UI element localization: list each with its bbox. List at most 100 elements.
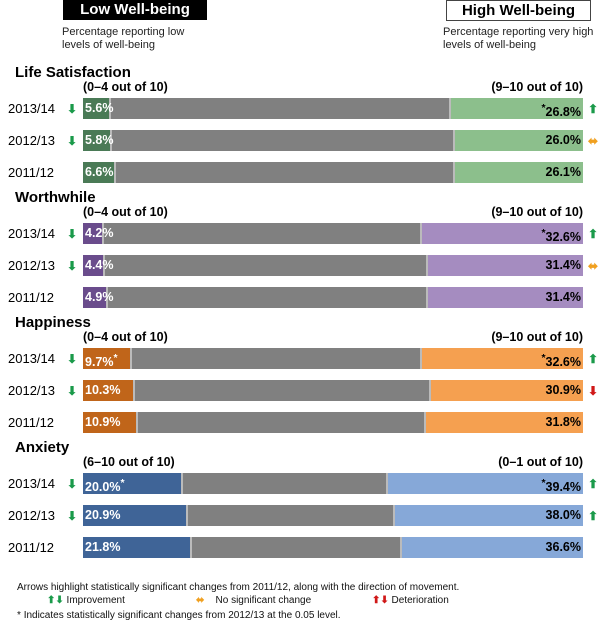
improve-down-arrow-icon: ⬇ [67, 102, 78, 116]
significance-star: * [541, 103, 546, 114]
high-value-label: 36.6% [545, 540, 581, 554]
low-segment: 20.0%* [83, 473, 183, 494]
year-label: 2013/14 [8, 476, 55, 491]
legend-no-change: ⬌ No significant change [196, 595, 311, 606]
star-symbol: * [17, 610, 21, 621]
low-value-label: 5.6% [85, 101, 114, 115]
high-value-label: 31.4% [545, 258, 581, 272]
low-segment: 4.2% [83, 223, 114, 244]
low-segment: 4.9% [83, 287, 114, 308]
high-description: Percentage reporting very high levels of… [443, 26, 594, 51]
year-label: 2011/12 [8, 540, 55, 555]
high-value-label: 31.8% [545, 415, 581, 429]
low-segment: 10.9% [83, 412, 138, 433]
bar-row: 20.9% 38.0% [83, 505, 583, 526]
low-range-label: (0–4 out of 10) [83, 330, 168, 344]
high-segment: 36.6% [400, 537, 583, 558]
high-segment: 30.9% [428, 380, 583, 401]
footnote-arrows: Arrows highlight statistically significa… [17, 582, 460, 593]
no-change-arrow-icon: ⬌ [588, 134, 599, 148]
improve-down-arrow-icon: ⬇ [67, 227, 78, 241]
low-value-label: 5.8% [85, 133, 114, 147]
high-range-label: (9–10 out of 10) [491, 205, 583, 219]
section-title: Worthwhile [15, 189, 96, 206]
high-value-label: 39.4% [545, 480, 581, 495]
low-value-label: 20.9% [85, 508, 121, 522]
year-label: 2012/13 [8, 383, 55, 398]
section-title: Life Satisfaction [15, 64, 131, 81]
low-segment: 10.3% [83, 380, 135, 401]
improve-up-arrow-icon: ⬆ [588, 352, 599, 366]
low-range-label: (6–10 out of 10) [83, 455, 175, 469]
bar-row: 9.7%* *32.6% [83, 348, 583, 369]
low-segment: 5.6% [83, 98, 114, 119]
high-segment: 26.1% [452, 162, 583, 183]
low-range-label: (0–4 out of 10) [83, 205, 168, 219]
year-label: 2013/14 [8, 351, 55, 366]
high-range-label: (9–10 out of 10) [491, 330, 583, 344]
significance-star: * [541, 353, 546, 364]
footnote-star-text: Indicates statistically significant chan… [23, 610, 341, 621]
bar-row: 6.6% 26.1% [83, 162, 583, 183]
bar-row: 5.6% *26.8% [83, 98, 583, 119]
high-segment: 26.0% [453, 130, 583, 151]
bar-row: 21.8% 36.6% [83, 537, 583, 558]
improve-down-arrow-icon: ⬇ [67, 384, 78, 398]
significance-star: * [541, 228, 546, 239]
improve-down-arrow-icon: ⬇ [67, 477, 78, 491]
high-value-label: 26.0% [545, 133, 581, 147]
low-value-label: 4.4% [85, 258, 114, 272]
low-segment: 4.4% [83, 255, 114, 276]
footnote-star: * Indicates statistically significant ch… [17, 610, 341, 621]
low-segment: 9.7%* [83, 348, 132, 369]
year-label: 2013/14 [8, 101, 55, 116]
high-segment: *32.6% [420, 223, 583, 244]
year-label: 2012/13 [8, 508, 55, 523]
bar-row: 4.9% 31.4% [83, 287, 583, 308]
low-value-label: 21.8% [85, 540, 121, 554]
bar-row: 10.3% 30.9% [83, 380, 583, 401]
improve-up-arrow-icon: ⬆ [588, 477, 599, 491]
significance-star: * [541, 478, 546, 489]
high-value-label: 38.0% [545, 508, 581, 522]
improve-down-arrow-icon: ⬇ [67, 352, 78, 366]
improve-down-arrow-icon: ⬇ [67, 509, 78, 523]
high-segment: 31.4% [426, 255, 583, 276]
legend-no-change-label: No significant change [215, 595, 312, 606]
deterioration-arrows-icon: ⬆⬇ [372, 595, 389, 606]
low-value-label: 4.2% [85, 226, 114, 240]
low-value-label: 20.0% [85, 480, 121, 495]
bar-row: 5.8% 26.0% [83, 130, 583, 151]
low-segment: 6.6% [83, 162, 116, 183]
high-value-label: 31.4% [545, 290, 581, 304]
year-label: 2011/12 [8, 165, 55, 180]
high-segment: 31.8% [424, 412, 583, 433]
year-label: 2011/12 [8, 290, 55, 305]
year-label: 2013/14 [8, 226, 55, 241]
low-segment: 5.8% [83, 130, 114, 151]
low-description: Percentage reporting low levels of well-… [62, 26, 185, 51]
significance-star: * [120, 478, 125, 489]
high-segment: 38.0% [393, 505, 583, 526]
improve-up-arrow-icon: ⬆ [588, 509, 599, 523]
section-title: Happiness [15, 314, 91, 331]
high-range-label: (0–1 out of 10) [498, 455, 583, 469]
low-wellbeing-header: Low Well-being [63, 0, 207, 20]
improve-up-arrow-icon: ⬆ [588, 102, 599, 116]
high-segment: *39.4% [386, 473, 583, 494]
improve-down-arrow-icon: ⬇ [67, 259, 78, 273]
high-value-label: 26.8% [545, 105, 581, 120]
high-value-label: 26.1% [545, 165, 581, 179]
deteriorate-down-arrow-icon: ⬇ [588, 384, 599, 398]
no-change-arrow-icon: ⬌ [588, 259, 599, 273]
significance-star: * [113, 353, 118, 364]
legend-improvement: ⬆⬇ Improvement [47, 595, 125, 606]
low-range-label: (0–4 out of 10) [83, 80, 168, 94]
high-segment: *26.8% [449, 98, 583, 119]
bar-row: 4.2% *32.6% [83, 223, 583, 244]
high-value-label: 30.9% [545, 383, 581, 397]
low-value-label: 10.9% [85, 415, 121, 429]
legend-deterioration: ⬆⬇ Deterioration [372, 595, 449, 606]
high-segment: 31.4% [426, 287, 583, 308]
high-value-label: 32.6% [545, 355, 581, 370]
